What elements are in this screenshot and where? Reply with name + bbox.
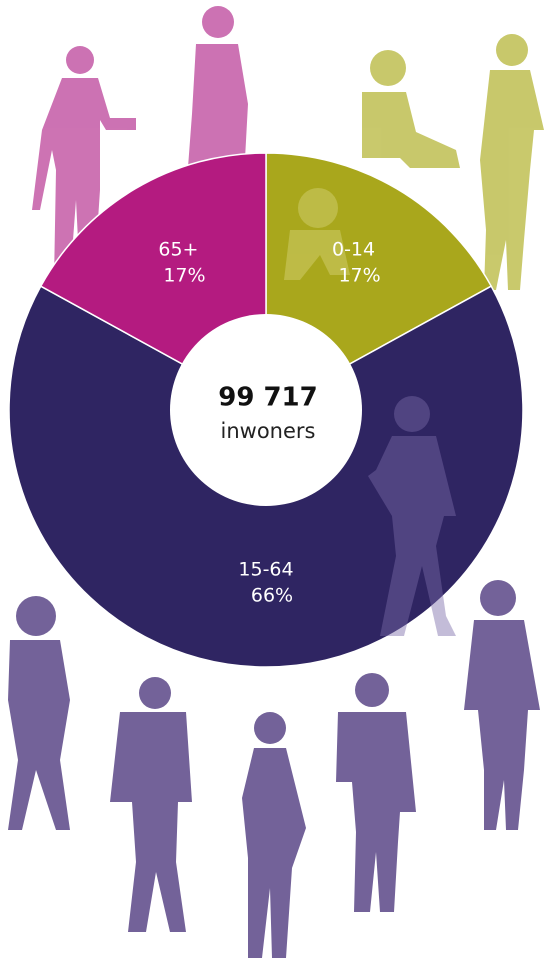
segment-category: 65+ <box>158 238 198 260</box>
segment-value-label: 17% <box>163 264 205 286</box>
segment-value-label: 66% <box>251 585 293 607</box>
segment-value-label: 17% <box>338 264 380 286</box>
silhouettes-bottom-purple <box>8 580 540 958</box>
donut-hole <box>170 314 362 506</box>
center-sublabel: inwoners <box>221 419 316 443</box>
silhouettes-overlay <box>284 188 456 636</box>
segment-category: 15-64 <box>238 559 293 581</box>
segment-category: 0-14 <box>332 238 375 260</box>
center-label: 99 717 <box>218 383 318 413</box>
silhouettes-top-olive <box>362 34 544 290</box>
